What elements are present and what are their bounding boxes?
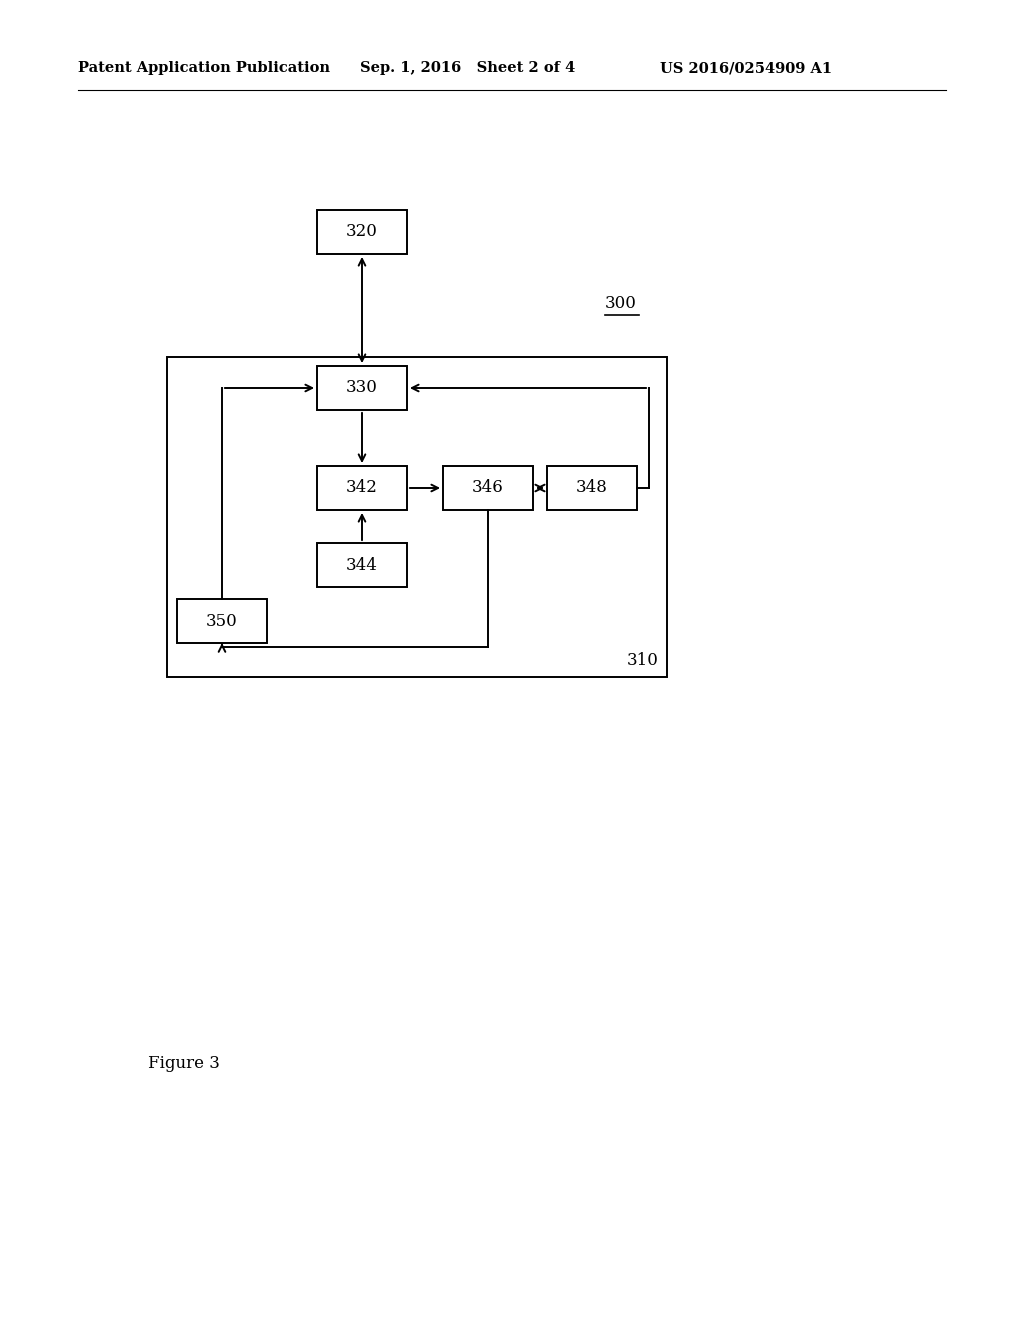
Bar [177, 599, 267, 643]
Bar [317, 366, 407, 411]
Text: 320: 320 [346, 223, 378, 240]
Text: 346: 346 [472, 479, 504, 496]
Text: 300: 300 [605, 294, 637, 312]
Bar [317, 466, 407, 510]
Text: US 2016/0254909 A1: US 2016/0254909 A1 [660, 61, 833, 75]
Text: Patent Application Publication: Patent Application Publication [78, 61, 330, 75]
Text: 330: 330 [346, 380, 378, 396]
Text: Figure 3: Figure 3 [148, 1055, 220, 1072]
Bar [443, 466, 534, 510]
Text: 350: 350 [206, 612, 238, 630]
Bar [317, 543, 407, 587]
Bar [317, 210, 407, 253]
Text: 344: 344 [346, 557, 378, 573]
Text: 310: 310 [627, 652, 659, 669]
Text: 348: 348 [577, 479, 608, 496]
Text: 342: 342 [346, 479, 378, 496]
Text: Sep. 1, 2016   Sheet 2 of 4: Sep. 1, 2016 Sheet 2 of 4 [360, 61, 575, 75]
Bar [167, 356, 667, 677]
Bar [547, 466, 637, 510]
